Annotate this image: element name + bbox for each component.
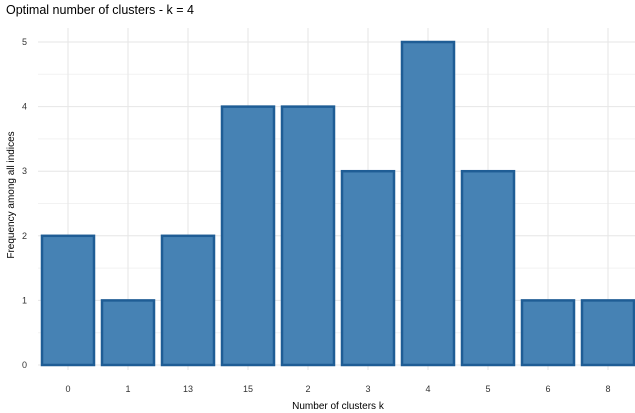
bar-0 bbox=[40, 234, 96, 367]
x-tick-label: 3 bbox=[365, 384, 370, 394]
bar-13 bbox=[160, 234, 216, 367]
y-tick-label: 0 bbox=[22, 360, 27, 370]
bar-15 bbox=[220, 105, 276, 367]
x-tick-label: 4 bbox=[425, 384, 430, 394]
x-tick-label: 15 bbox=[243, 384, 253, 394]
x-tick-label: 13 bbox=[183, 384, 193, 394]
bar-4 bbox=[400, 40, 456, 367]
bar-8 bbox=[580, 299, 635, 367]
bars bbox=[40, 40, 635, 367]
x-axis-label: Number of clusters k bbox=[292, 401, 385, 412]
bar-2 bbox=[280, 105, 336, 367]
bar-5 bbox=[460, 169, 516, 367]
y-tick-label: 5 bbox=[22, 37, 27, 47]
x-tick-label: 8 bbox=[605, 384, 610, 394]
x-tick-label: 6 bbox=[545, 384, 550, 394]
y-tick-label: 3 bbox=[22, 166, 27, 176]
x-tick-label: 2 bbox=[305, 384, 310, 394]
bar-6 bbox=[520, 299, 576, 367]
y-tick-label: 1 bbox=[22, 295, 27, 305]
bar-3 bbox=[340, 169, 396, 367]
x-tick-label: 1 bbox=[125, 384, 130, 394]
y-tick-label: 4 bbox=[22, 102, 27, 112]
chart-title: Optimal number of clusters - k = 4 bbox=[6, 3, 194, 17]
y-axis-ticks: 0 1 2 3 4 5 bbox=[22, 37, 27, 370]
y-tick-label: 2 bbox=[22, 231, 27, 241]
x-axis-ticks: 0 1 13 15 2 3 4 5 6 8 bbox=[65, 384, 610, 394]
y-axis-label: Frequency among all indices bbox=[6, 131, 17, 258]
x-tick-label: 5 bbox=[485, 384, 490, 394]
x-tick-label: 0 bbox=[65, 384, 70, 394]
bar-1 bbox=[100, 299, 156, 367]
